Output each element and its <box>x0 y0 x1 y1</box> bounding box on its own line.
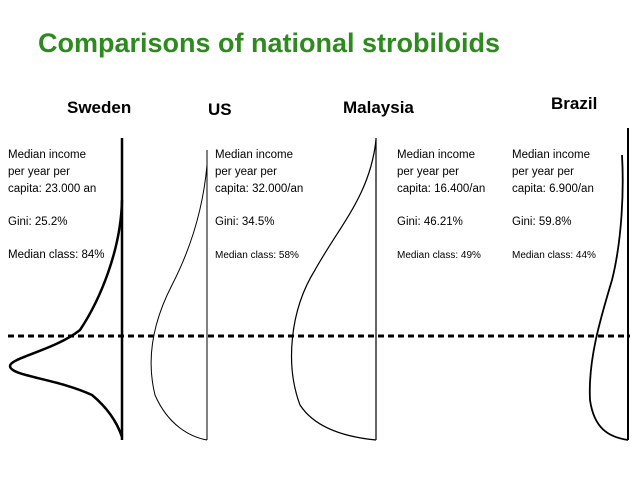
info-block-sweden: Median income per year per capita: 23.00… <box>8 147 105 264</box>
info-block-malaysia: Median income per year per capita: 16.40… <box>397 147 485 264</box>
median-class-value: Median class: 58% <box>215 250 299 261</box>
income-line: per year per <box>8 166 71 178</box>
income-line: capita: 6.900/an <box>512 183 594 195</box>
country-label-sweden: Sweden <box>67 98 132 117</box>
median-class-value: Median class: 84% <box>8 249 105 261</box>
income-line: per year per <box>512 166 575 178</box>
country-label-malaysia: Malaysia <box>343 98 414 117</box>
sweden-strobiloid-curve <box>8 199 124 438</box>
income-line: capita: 32.000/an <box>215 183 304 195</box>
income-line: Median income <box>215 149 293 161</box>
income-line: per year per <box>215 166 278 178</box>
median-class-value: Median class: 44% <box>512 250 596 261</box>
income-line: capita: 23.000 an <box>8 183 97 195</box>
brazil-strobiloid-curve <box>588 154 629 441</box>
country-label-brazil: Brazil <box>551 94 598 113</box>
income-line: per year per <box>397 166 460 178</box>
gini-value: Gini: 25.2% <box>8 216 68 228</box>
page-title: Comparisons of national strobiloids <box>38 28 501 58</box>
malaysia-strobiloid-curve <box>290 139 377 441</box>
income-line: Median income <box>8 149 86 161</box>
income-line: Median income <box>512 149 590 161</box>
us-strobiloid-curve <box>150 164 208 441</box>
gini-value: Gini: 46.21% <box>397 216 463 228</box>
country-label-us: US <box>208 100 232 119</box>
median-class-value: Median class: 49% <box>397 250 481 261</box>
info-block-brazil: Median income per year per capita: 6.900… <box>512 147 596 264</box>
income-line: capita: 16.400/an <box>397 183 486 195</box>
gini-value: Gini: 34.5% <box>215 216 275 228</box>
info-block-us: Median income per year per capita: 32.00… <box>215 147 303 264</box>
gini-value: Gini: 59.8% <box>512 216 572 228</box>
income-line: Median income <box>397 149 475 161</box>
